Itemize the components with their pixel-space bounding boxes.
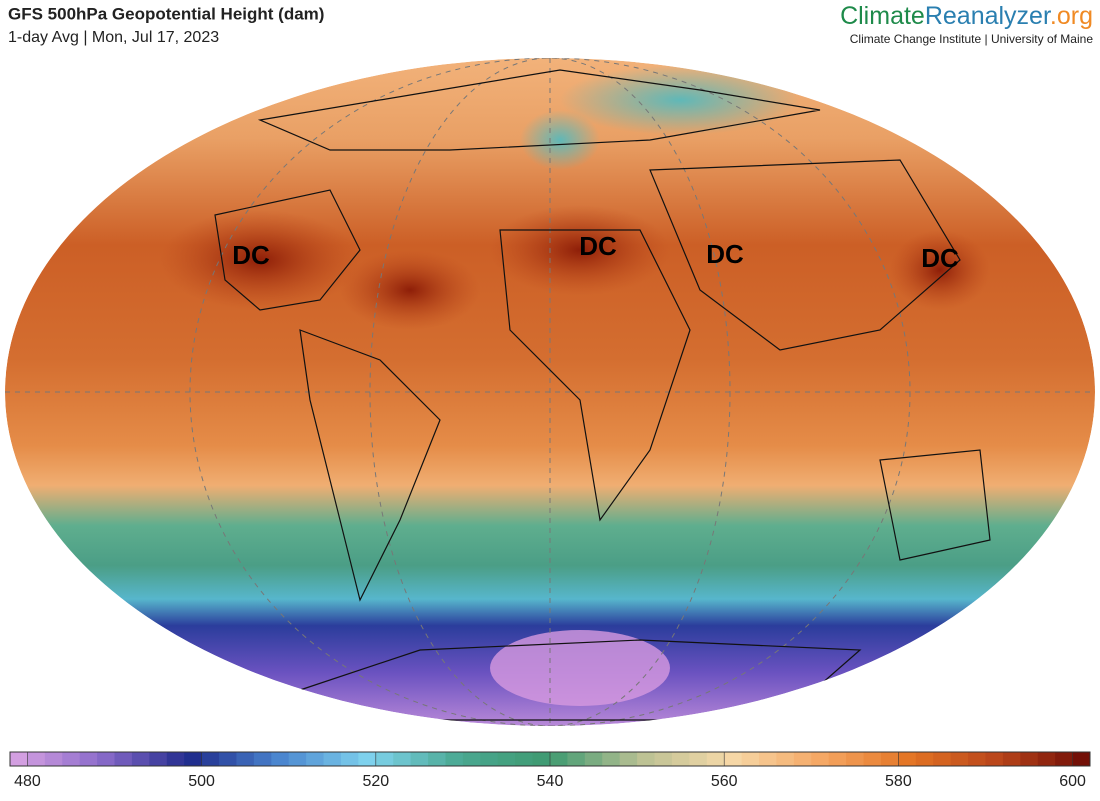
colorbar-segment: [149, 752, 168, 766]
colorbar-segment: [1020, 752, 1039, 766]
colorbar-segment: [410, 752, 429, 766]
colorbar-segment: [428, 752, 446, 766]
colorbar-segment: [10, 752, 28, 766]
colorbar-segment: [985, 752, 1004, 766]
colorbar-segment: [550, 752, 568, 766]
colorbar-segment: [166, 752, 185, 766]
colorbar-segment: [236, 752, 255, 766]
colorbar-segment: [968, 752, 986, 766]
dc-label: DC: [706, 239, 744, 269]
high-region: [160, 210, 360, 310]
colorbar-tick-label: 560: [711, 773, 738, 790]
colorbar-tick-label: 520: [362, 773, 389, 790]
colorbar-segment: [323, 752, 342, 766]
colorbar-segment: [131, 752, 150, 766]
map: [5, 58, 1095, 726]
colorbar-segment: [671, 752, 690, 766]
colorbar-segment: [689, 752, 708, 766]
colorbar-segment: [288, 752, 307, 766]
colorbar: 480 500 520 540 560 580 600: [9, 751, 1091, 790]
colorbar-segment: [933, 752, 952, 766]
colorbar-segment: [393, 752, 412, 766]
title: GFS 500hPa Geopotential Height (dam): [8, 4, 324, 23]
colorbar-tick-label: 500: [188, 773, 215, 790]
colorbar-segment: [950, 752, 969, 766]
colorbar-segment: [515, 752, 534, 766]
colorbar-segment: [915, 752, 934, 766]
map-labels: DC DC DC DC: [232, 231, 959, 273]
colorbar-segment: [654, 752, 673, 766]
colorbar-segment: [724, 752, 743, 766]
graticule: [5, 58, 1095, 726]
colorbar-segment: [271, 752, 290, 766]
high-region: [890, 230, 990, 310]
subtitle: 1-day Avg | Mon, Jul 17, 2023: [8, 29, 219, 46]
low-region: [490, 630, 670, 706]
colorbar-segment: [184, 752, 203, 766]
dc-label: DC: [579, 231, 617, 261]
colorbar-segment: [828, 752, 847, 766]
colorbar-segment: [114, 752, 133, 766]
colorbar-segment: [1037, 752, 1056, 766]
colorbar-segment: [584, 752, 603, 766]
colorbar-segment: [776, 752, 795, 766]
dc-label: DC: [921, 243, 959, 273]
colorbar-tick-label: 480: [14, 773, 41, 790]
colorbar-segment: [497, 752, 516, 766]
high-region: [490, 205, 670, 295]
colorbar-tick-label: 580: [885, 773, 912, 790]
colorbar-segment: [880, 752, 899, 766]
low-region: [520, 110, 600, 170]
colorbar-segment: [532, 752, 551, 766]
colorbar-segment: [793, 752, 812, 766]
colorbar-segment: [846, 752, 865, 766]
colorbar-segment: [619, 752, 638, 766]
colorbar-segment: [79, 752, 98, 766]
colorbar-segment: [706, 752, 725, 766]
colorbar-segment: [462, 752, 481, 766]
colorbar-tick-label: 600: [1059, 773, 1086, 790]
brand-part: Reanalyzer: [925, 2, 1051, 30]
coastlines: [214, 69, 991, 721]
dc-label: DC: [232, 240, 270, 270]
colorbar-segment: [97, 752, 116, 766]
colorbar-segment: [1055, 752, 1074, 766]
colorbar-segment: [898, 752, 917, 766]
colorbar-segment: [44, 752, 63, 766]
colorbar-segment: [253, 752, 272, 766]
colorbar-segment: [811, 752, 830, 766]
colorbar-segment: [27, 752, 46, 766]
colorbar-segment: [759, 752, 777, 766]
low-region: [560, 65, 800, 135]
colorbar-segment: [1072, 752, 1091, 766]
brand-part: .org: [1050, 2, 1093, 30]
colorbar-segment: [306, 752, 325, 766]
colorbar-segment: [1002, 752, 1021, 766]
colorbar-segment: [741, 752, 760, 766]
tagline: Climate Change Institute | University of…: [850, 32, 1094, 46]
colorbar-segment: [62, 752, 81, 766]
brand-part: Climate: [840, 2, 925, 30]
colorbar-segment: [201, 752, 220, 766]
colorbar-segment: [567, 752, 586, 766]
colorbar-tick-label: 540: [537, 773, 564, 790]
colorbar-segment: [358, 752, 377, 766]
colorbar-segment: [863, 752, 882, 766]
colorbar-segment: [480, 752, 499, 766]
colorbar-segment: [637, 752, 656, 766]
brand: ClimateReanalyzer.org: [840, 2, 1093, 30]
high-region: [340, 250, 480, 330]
colorbar-segment: [602, 752, 621, 766]
colorbar-segment: [219, 752, 237, 766]
colorbar-segment: [340, 752, 359, 766]
colorbar-segment: [375, 752, 394, 766]
colorbar-segment: [445, 752, 464, 766]
